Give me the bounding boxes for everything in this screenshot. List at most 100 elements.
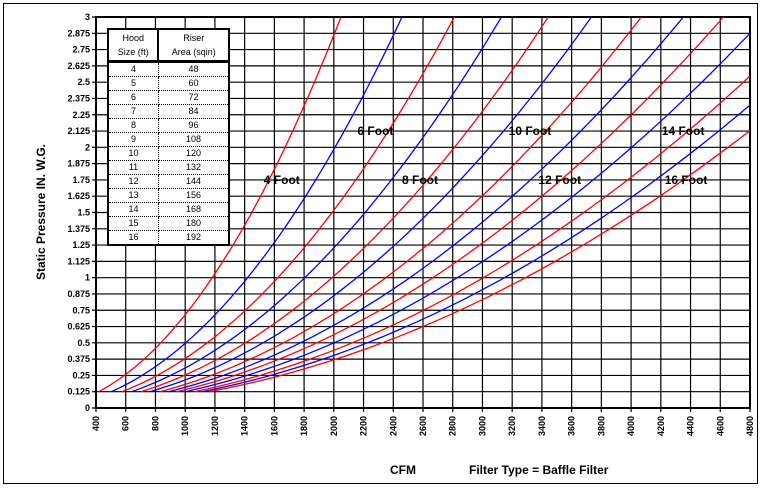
y-tick-label: 1.125	[67, 256, 90, 266]
y-tick-label: 0	[85, 403, 90, 413]
series-line-6-foot	[121, 16, 455, 393]
curve-label: 10 Foot	[509, 124, 552, 138]
curve-label: 6 Foot	[357, 124, 393, 138]
y-tick-label: 2	[85, 142, 90, 152]
y-tick-label: 0.875	[67, 289, 90, 299]
table-row: 13 156	[109, 188, 228, 203]
series-line-series-3	[131, 16, 503, 393]
series-line-series-5	[149, 16, 592, 393]
riser-area-cell: 72	[158, 90, 228, 105]
series-line-series-9	[185, 32, 751, 393]
x-tick-label: 2200	[359, 416, 369, 436]
header-hood-size: Hood Size (ft)	[109, 30, 160, 63]
header-riser-area: Riser Area (sqin)	[158, 30, 228, 63]
x-tick-label: 400	[91, 416, 101, 431]
x-tick-label: 3800	[596, 416, 606, 436]
hood-size-cell: 9	[109, 132, 159, 147]
riser-area-cell: 192	[185, 232, 201, 242]
y-tick-label: 2.75	[72, 45, 90, 55]
table-row: 4 48	[109, 61, 228, 77]
x-tick-label: 1800	[299, 416, 309, 436]
y-tick-label: 1.5	[77, 208, 90, 218]
riser-area-cell: 156	[158, 188, 228, 203]
series-lines	[98, 16, 751, 393]
x-tick-label: 4000	[626, 416, 636, 436]
series-line-12-foot	[176, 16, 724, 393]
series-line-series-7	[168, 16, 684, 393]
hood-size-cell: 8	[109, 118, 159, 133]
x-tick-label: 3400	[537, 416, 547, 436]
hood-size-cell: 15	[109, 216, 159, 231]
curve-labels: 4 Foot 6 Foot 8 Foot 10 Foot 12 Foot 14 Foot 1…	[264, 124, 708, 187]
hood-size-cell: 5	[109, 76, 159, 91]
curve-label: 8 Foot	[402, 173, 438, 187]
curve-label: 16 Foot	[665, 173, 708, 187]
curve-label: 12 Foot	[538, 173, 581, 187]
series-line-10-foot	[159, 16, 642, 393]
y-tick-label: 0.375	[67, 354, 90, 364]
y-tick-label: 2.25	[72, 110, 90, 120]
x-tick-label: 3600	[567, 416, 577, 436]
curve-label: 4 Foot	[264, 173, 300, 187]
hood-size-cell: 16	[109, 230, 159, 244]
table-row: 6 72	[109, 90, 228, 105]
series-line-4-foot	[98, 16, 342, 393]
riser-area-cell: 48	[158, 61, 228, 77]
series-line-16-foot	[209, 130, 751, 393]
chart-frame	[3, 3, 758, 484]
x-tick-label: 4600	[715, 416, 725, 436]
hood-size-table: Hood Size (ft) Riser Area (sqin) 4 48 5 60 6 72…	[107, 28, 230, 246]
riser-area-cell: 180	[158, 216, 228, 231]
riser-area-cell: 120	[158, 146, 228, 161]
x-axis-ticks: 400 600 800 1000 1200 1400 1600 1800 2000 2200 240…	[91, 416, 755, 436]
y-tick-label: 2.125	[67, 126, 90, 136]
y-tick-label: 2.625	[67, 61, 90, 71]
riser-area-cell: 144	[158, 174, 228, 189]
table-row: 11 132	[109, 160, 228, 175]
y-axis-label: Static Pressure IN. W.G.	[34, 144, 48, 280]
y-tick-label: 0.25	[72, 370, 90, 380]
hood-size-cell: 4	[109, 61, 159, 77]
y-tick-label: 0.75	[72, 305, 90, 315]
table-row: 12 144	[109, 174, 228, 189]
hood-size-cell: 10	[109, 146, 159, 161]
y-tick-label: 2.375	[67, 93, 90, 103]
riser-area-cell: 132	[158, 160, 228, 175]
x-tick-label: 1600	[269, 416, 279, 436]
x-tick-label: 4200	[656, 416, 666, 436]
riser-area-cell: 108	[158, 132, 228, 147]
hood-size-cell: 11	[109, 160, 159, 175]
table-row: 16 192	[109, 230, 228, 244]
table-row: 14 168	[109, 202, 228, 217]
plot-border	[95, 16, 751, 409]
x-tick-label: 2000	[329, 416, 339, 436]
hood-size-cell: 13	[109, 188, 159, 203]
x-axis-label: CFM	[390, 463, 416, 477]
y-tick-label: 0.125	[67, 387, 90, 397]
y-tick-label: 1	[85, 273, 90, 283]
y-tick-label: 1.25	[72, 240, 90, 250]
table-row: 10 120	[109, 146, 228, 161]
x-tick-label: 2400	[388, 416, 398, 436]
y-tick-label: 2.5	[77, 77, 90, 87]
x-tick-label: 800	[150, 416, 160, 431]
y-tick-label: 1.875	[67, 159, 90, 169]
grid	[92, 16, 751, 412]
series-line-series-1	[110, 16, 403, 393]
riser-area-cell: 96	[158, 118, 228, 133]
hood-size-cell: 12	[109, 174, 159, 189]
riser-area-cell: 60	[158, 76, 228, 91]
x-tick-label: 1200	[210, 416, 220, 436]
y-tick-label: 1.75	[72, 175, 90, 185]
y-tick-label: 3	[85, 12, 90, 22]
table-row: 8 96	[109, 118, 228, 133]
y-tick-label: 1.375	[67, 224, 90, 234]
x-tick-label: 3000	[477, 416, 487, 436]
y-tick-label: 0.625	[67, 322, 90, 332]
riser-area-cell: 168	[158, 202, 228, 217]
series-line-series-11	[201, 104, 751, 393]
y-tick-label: 2.875	[67, 28, 90, 38]
x-tick-label: 1400	[240, 416, 250, 436]
chart-subtitle: Filter Type = Baffle Filter	[469, 463, 609, 477]
